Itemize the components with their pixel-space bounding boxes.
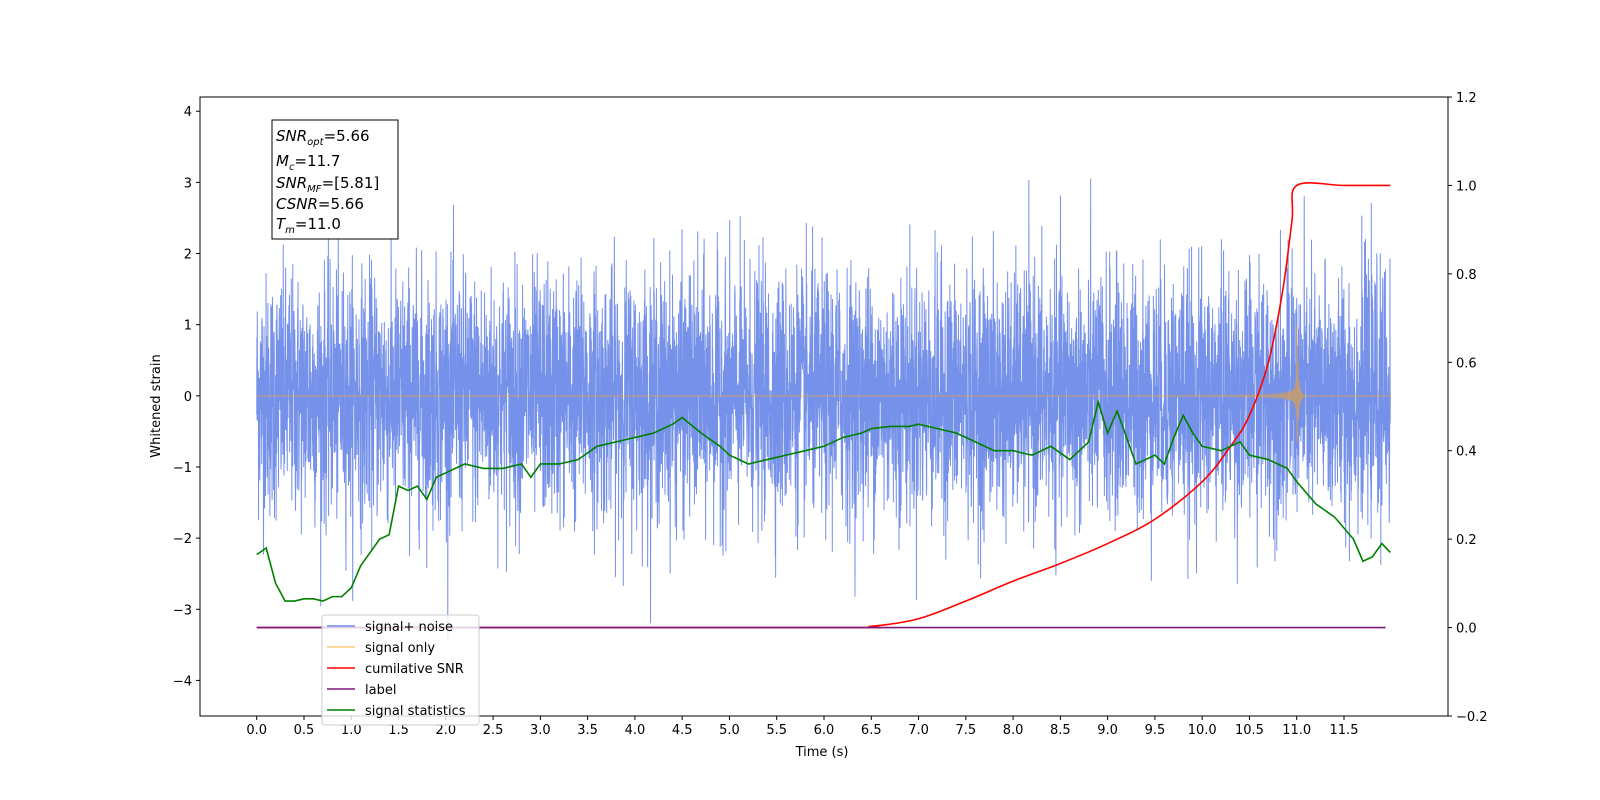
annotation-box: SNRopt=5.66 Mc=11.7 SNRMF=[5.81] CSNR=5.… [271,119,399,240]
annotation-snr-opt: SNRopt=5.66 [276,127,370,148]
annotation-tm: Tm=11.0 [276,215,341,236]
legend-item-label: label [327,683,396,698]
x-tick-label: 8.5 [1050,723,1071,738]
series-signal-noise [256,178,1391,640]
x-tick-label: 0.0 [246,723,267,738]
y-axis-label: Whitened strain [149,354,164,457]
x-tick-label: 2.0 [435,723,456,738]
x-tick-label: 5.5 [766,723,787,738]
svg-text:cumilative SNR: cumilative SNR [365,662,464,677]
x-tick-label: 11.5 [1330,723,1359,738]
svg-text:label: label [365,683,396,698]
x-tick-label: 10.5 [1235,723,1264,738]
svg-text:signal only: signal only [365,641,435,656]
svg-text:signal+ noise: signal+ noise [365,620,453,635]
y2-tick-label: 0.6 [1456,356,1477,371]
x-tick-label: 6.5 [861,723,882,738]
y-tick-label: −3 [173,603,192,618]
x-tick-label: 3.0 [530,723,551,738]
y2-tick-label: 1.2 [1456,91,1477,106]
y2-tick-label: 0.0 [1456,622,1477,637]
y-tick-label: 4 [184,105,192,120]
y-tick-label: 1 [184,319,192,334]
x-tick-label: 4.5 [672,723,693,738]
svg-text:signal statistics: signal statistics [365,704,466,719]
x-tick-label: 1.0 [341,723,362,738]
x-tick-label: 11.0 [1282,723,1311,738]
y2-tick-label: 0.8 [1456,268,1477,283]
x-tick-label: 9.0 [1097,723,1118,738]
x-tick-label: 10.0 [1188,723,1217,738]
y-tick-label: 0 [184,390,192,405]
annotation-snr-mf: SNRMF=[5.81] [276,174,379,195]
y2-tick-label: 0.2 [1456,533,1477,548]
legend-item-signal-only: signal only [327,641,435,656]
y2-tick-label: 0.4 [1456,445,1477,460]
x-tick-label: 4.0 [625,723,646,738]
axes-layer: 0.0 0.5 1.0 1.5 2.0 2.5 3.0 3.5 4.0 4.5 5.0 5.5 6.0 6… [173,91,1488,738]
series-signal-statistics [256,399,1391,602]
x-tick-label: 3.5 [577,723,598,738]
legend: signal+ noise signal only cumilative SNR… [321,614,480,726]
y-tick-label: −4 [173,674,192,689]
y-tick-label: −2 [173,532,192,547]
x-tick-label: 7.5 [955,723,976,738]
legend-item-signal-statistics: signal statistics [327,704,466,719]
y-tick-label: −1 [173,461,192,476]
x-tick-label: 2.5 [483,723,504,738]
x-axis-label: Time (s) [795,745,849,760]
x-tick-label: 9.5 [1145,723,1166,738]
annotation-csnr: CSNR=5.66 [276,195,364,213]
x-tick-label: 0.5 [294,723,315,738]
x-tick-label: 7.0 [908,723,929,738]
y-tick-label: 2 [184,248,192,263]
y-tick-label: 3 [184,176,192,191]
series-signal-only [256,325,1391,444]
y2-tick-label: −0.2 [1456,710,1488,725]
x-tick-label: 1.5 [388,723,409,738]
x-tick-label: 6.0 [814,723,835,738]
annotation-mc: Mc=11.7 [276,152,340,173]
x-tick-label: 5.0 [719,723,740,738]
x-tick-label: 8.0 [1003,723,1024,738]
legend-item-cumilative-snr: cumilative SNR [327,662,464,677]
y2-tick-label: 1.0 [1456,179,1477,194]
legend-item-signal-noise: signal+ noise [327,620,453,635]
